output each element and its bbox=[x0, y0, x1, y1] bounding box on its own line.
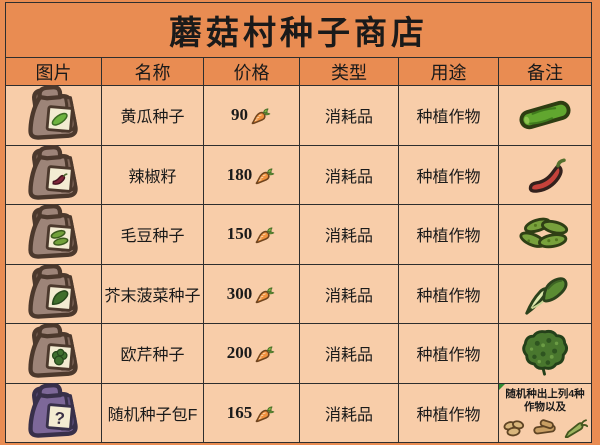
item-use: 种植作物 bbox=[399, 324, 499, 383]
remark-cell bbox=[499, 205, 591, 264]
item-type: 消耗品 bbox=[300, 383, 399, 442]
carrot-icon bbox=[254, 342, 276, 364]
seed-image-cell bbox=[6, 263, 102, 323]
price-value: 300 bbox=[226, 283, 253, 303]
seed-name: 黄瓜种子 bbox=[102, 86, 204, 145]
price-cell: 200 bbox=[204, 324, 300, 383]
seed-bag-chili-icon bbox=[18, 144, 90, 202]
price-value: 90 bbox=[231, 105, 248, 125]
chili-icon bbox=[521, 154, 569, 196]
seed-shop-table: 蘑菇村种子商店 图片 名称 价格 类型 用途 备注 黄瓜种子 90 消耗品 种植… bbox=[5, 2, 592, 443]
price-value: 165 bbox=[226, 402, 253, 422]
table-header-row: 图片 名称 价格 类型 用途 备注 bbox=[6, 58, 591, 86]
cell-error-flag-icon bbox=[499, 383, 505, 390]
price-value: 150 bbox=[226, 224, 253, 244]
note-text: 作物以及 bbox=[524, 401, 566, 414]
cucumber-icon bbox=[514, 95, 576, 135]
seed-bag-cucumber-icon bbox=[18, 85, 90, 142]
seed-bag-random-icon: ? bbox=[18, 382, 90, 440]
table-row: ? 随机种子包F 165 消耗品 种植作物 随机种出上列4种 作物以及 bbox=[6, 382, 591, 443]
remark-cell bbox=[499, 265, 591, 324]
seed-name: 芥末菠菜种子 bbox=[102, 264, 204, 323]
column-header-price: 价格 bbox=[204, 58, 300, 85]
price-cell: 150 bbox=[204, 205, 300, 264]
page-title: 蘑菇村种子商店 bbox=[6, 3, 591, 58]
item-use: 种植作物 bbox=[399, 383, 499, 442]
carrot-icon bbox=[254, 223, 276, 245]
ginger-icon bbox=[532, 419, 558, 437]
price-value: 180 bbox=[226, 164, 253, 184]
carrot-icon bbox=[254, 283, 276, 305]
seed-bag-parsley-icon bbox=[18, 323, 90, 380]
note-crop-icons bbox=[502, 418, 588, 438]
item-type: 消耗品 bbox=[300, 324, 399, 383]
table-row: 毛豆种子 150 消耗品 种植作物 bbox=[6, 204, 591, 265]
remark-cell bbox=[499, 86, 591, 145]
table-row: 芥末菠菜种子 300 消耗品 种植作物 bbox=[6, 263, 591, 324]
carrot-icon bbox=[254, 164, 276, 186]
table-row: 黄瓜种子 90 消耗品 种植作物 bbox=[6, 85, 591, 146]
item-type: 消耗品 bbox=[300, 264, 399, 323]
item-type: 消耗品 bbox=[300, 145, 399, 204]
remark-cell bbox=[499, 146, 591, 205]
column-header-type: 类型 bbox=[300, 58, 399, 85]
column-header-remark: 备注 bbox=[527, 62, 563, 83]
price-value: 200 bbox=[226, 343, 253, 363]
wasabi-icon bbox=[564, 418, 588, 438]
column-header-use: 用途 bbox=[399, 58, 499, 85]
column-header-image: 图片 bbox=[6, 58, 102, 85]
item-use: 种植作物 bbox=[399, 86, 499, 145]
carrot-icon bbox=[250, 104, 272, 126]
seed-image-cell bbox=[6, 204, 102, 264]
seed-image-cell: ? bbox=[6, 382, 102, 442]
column-header-name: 名称 bbox=[102, 58, 204, 85]
remark-cell: 随机种出上列4种 作物以及 bbox=[499, 383, 591, 443]
parsley-icon bbox=[520, 328, 570, 378]
carrot-icon bbox=[254, 402, 276, 424]
mustard-spinach-icon bbox=[519, 269, 571, 319]
table-row: 欧芹种子 200 消耗品 种植作物 bbox=[6, 323, 591, 384]
seed-name: 毛豆种子 bbox=[102, 205, 204, 264]
seed-name: 欧芹种子 bbox=[102, 324, 204, 383]
item-type: 消耗品 bbox=[300, 86, 399, 145]
seed-name: 随机种子包F bbox=[102, 383, 204, 442]
seed-image-cell bbox=[6, 323, 102, 383]
seed-image-cell bbox=[6, 85, 102, 145]
peanut-icon bbox=[502, 419, 526, 437]
price-cell: 165 bbox=[204, 383, 300, 442]
price-cell: 300 bbox=[204, 264, 300, 323]
remark-cell bbox=[499, 324, 591, 383]
item-use: 种植作物 bbox=[399, 205, 499, 264]
price-cell: 180 bbox=[204, 145, 300, 204]
seed-image-cell bbox=[6, 144, 102, 204]
item-use: 种植作物 bbox=[399, 145, 499, 204]
item-type: 消耗品 bbox=[300, 205, 399, 264]
seed-bag-mustard-spinach-icon bbox=[18, 263, 90, 321]
item-use: 种植作物 bbox=[399, 264, 499, 323]
note-text: 随机种出上列4种 bbox=[505, 387, 585, 400]
price-cell: 90 bbox=[204, 86, 300, 145]
table-row: 辣椒籽 180 消耗品 种植作物 bbox=[6, 144, 591, 205]
seed-name: 辣椒籽 bbox=[102, 145, 204, 204]
seed-bag-edamame-icon bbox=[18, 204, 90, 261]
svg-text:?: ? bbox=[53, 408, 65, 428]
edamame-icon bbox=[515, 212, 575, 256]
